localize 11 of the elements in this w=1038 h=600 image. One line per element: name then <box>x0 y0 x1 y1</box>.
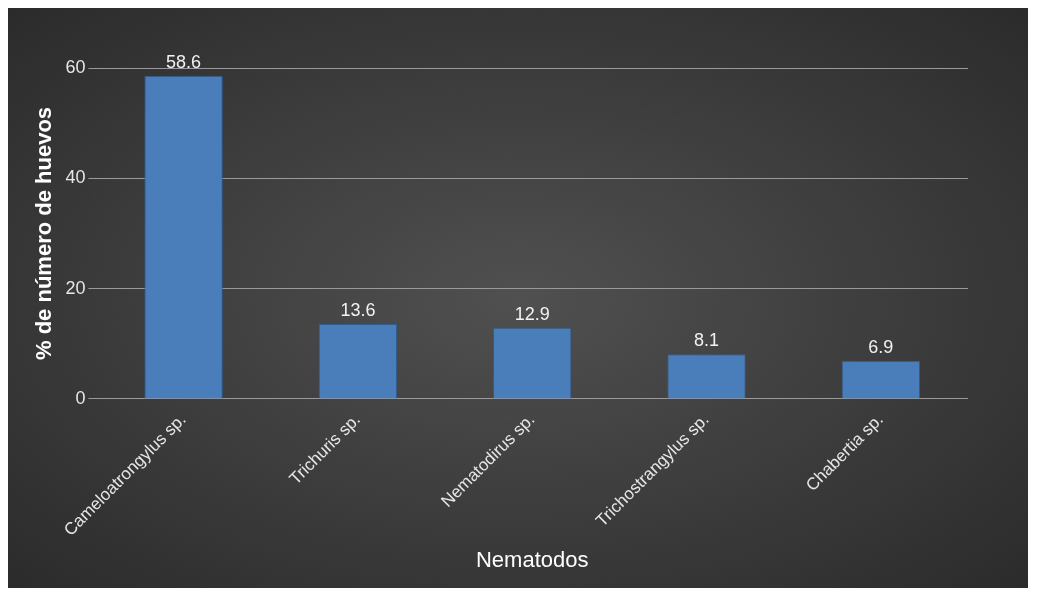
y-tick-label: 20 <box>65 277 86 298</box>
data-label: 6.9 <box>868 336 894 357</box>
data-label: 8.1 <box>694 330 720 351</box>
data-label: 58.6 <box>166 51 202 72</box>
y-tick-label: 60 <box>65 56 86 77</box>
y-tick-label: 40 <box>65 167 86 188</box>
x-axis-title: Nematodos <box>475 546 589 572</box>
y-axis-title: % de número de huevos <box>31 106 57 360</box>
y-tick-label: 0 <box>75 387 86 408</box>
data-label: 12.9 <box>514 303 550 324</box>
data-label: 13.6 <box>340 299 376 320</box>
